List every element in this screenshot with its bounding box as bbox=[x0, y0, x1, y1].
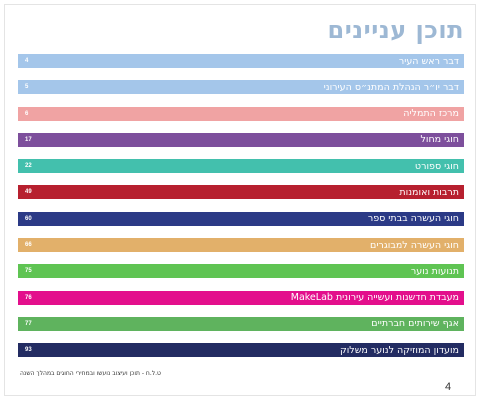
toc-entry-mayor[interactable]: 4 דבר ראש העיר bbox=[18, 54, 464, 68]
page-number: 4 bbox=[445, 381, 452, 393]
toc-page-number: 75 bbox=[25, 268, 32, 275]
toc-entry-social-services[interactable]: 77 אגף שירותים חברתיים bbox=[18, 316, 464, 331]
toc-entry-label: אגף שירותים חברתיים bbox=[371, 318, 459, 330]
toc-entry-label: מעבדת חדשנות ועשייה עירונית MakeLab bbox=[290, 292, 459, 304]
toc-entry-label: מרכז התמליה bbox=[403, 108, 459, 120]
toc-entry-label: חוגי העשרה בבתי ספר bbox=[367, 213, 459, 225]
toc-entry-label: מועדון המוזיקה לנוער משלוק bbox=[339, 344, 459, 356]
toc-entry-label: חוגי מחול bbox=[420, 134, 459, 146]
toc-entry-adult-enrichment[interactable]: 66 חוגי העשרה למבוגרים bbox=[18, 238, 464, 253]
toc-page-number: 6 bbox=[25, 110, 29, 117]
toc-entry-chairman[interactable]: 5 דבר יו״ר הנהלת המתנ״ס העירוני bbox=[18, 80, 464, 95]
toc-page-number: 49 bbox=[25, 189, 32, 196]
toc-page-number: 17 bbox=[25, 136, 32, 143]
toc-page-number: 66 bbox=[25, 242, 32, 249]
toc-page-number: 60 bbox=[25, 215, 32, 222]
toc-entry-center[interactable]: 6 מרכז התמליה bbox=[18, 106, 464, 121]
toc-entry-makelab[interactable]: 76 מעבדת חדשנות ועשייה עירונית MakeLab bbox=[18, 290, 464, 305]
toc-entry-label: חוגי ספורט bbox=[414, 160, 459, 172]
page-title: תוכן עניינים bbox=[327, 16, 464, 44]
toc-page-number: 4 bbox=[25, 58, 29, 64]
toc-entry-sports[interactable]: 22 חוגי ספורט bbox=[18, 159, 464, 174]
toc-entry-label: דבר יו״ר הנהלת המתנ״ס העירוני bbox=[323, 81, 459, 93]
toc-page-number: 93 bbox=[25, 347, 32, 354]
footnote: ט.ל.ח - תוכן ועיצוב נועשו ובמחירי החוגים… bbox=[20, 370, 161, 377]
toc-entry-label: תרבות ואומנות bbox=[399, 186, 459, 198]
toc-entry-label: חוגי העשרה למבוגרים bbox=[370, 239, 459, 251]
toc-page-number: 76 bbox=[25, 294, 32, 301]
toc-entry-youth-movements[interactable]: 75 תנועות נוער bbox=[18, 264, 464, 279]
toc-entry-culture-arts[interactable]: 49 תרבות ואומנות bbox=[18, 185, 464, 200]
page-frame bbox=[4, 4, 476, 396]
toc-entry-music-club[interactable]: 93 מועדון המוזיקה לנוער משלוק bbox=[18, 343, 464, 358]
toc-entry-label: דבר ראש העיר bbox=[398, 55, 459, 67]
toc-entry-dance[interactable]: 17 חוגי מחול bbox=[18, 132, 464, 147]
toc-page-number: 22 bbox=[25, 163, 32, 170]
toc-page-number: 5 bbox=[25, 84, 29, 91]
toc-page-number: 77 bbox=[25, 320, 32, 327]
toc-entry-label: תנועות נוער bbox=[410, 265, 459, 277]
table-of-contents: 4 דבר ראש העיר 5 דבר יו״ר הנהלת המתנ״ס ה… bbox=[18, 54, 464, 370]
toc-entry-school-enrichment[interactable]: 60 חוגי העשרה בבתי ספר bbox=[18, 211, 464, 226]
